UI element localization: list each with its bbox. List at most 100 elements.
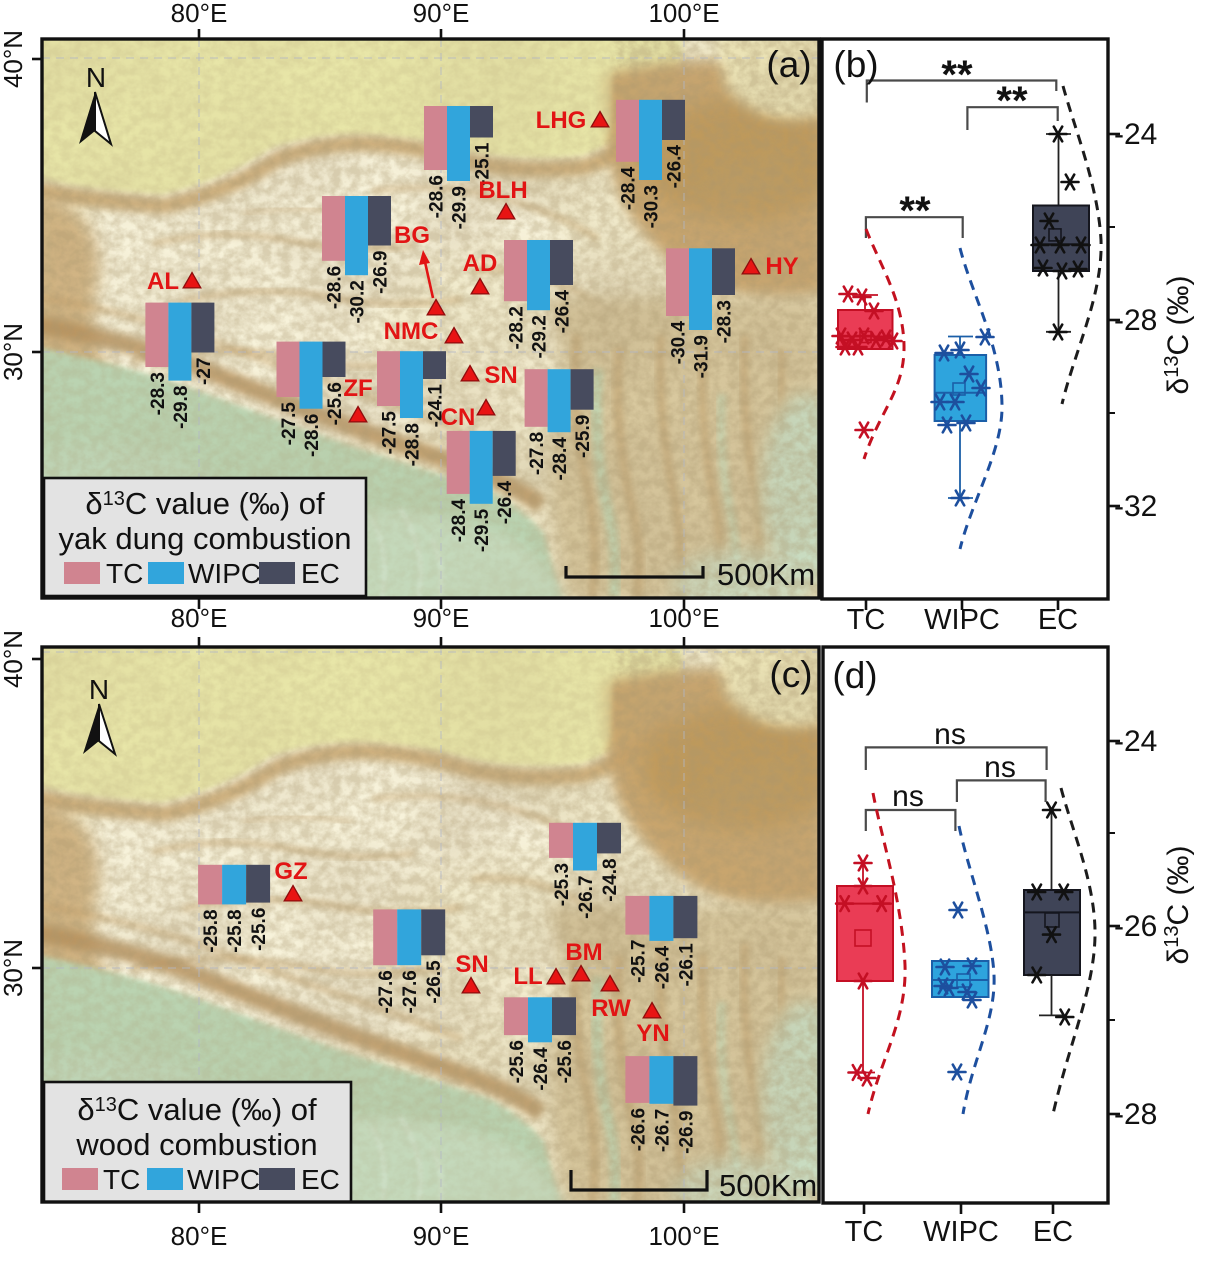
- svg-text:TC: TC: [103, 1164, 140, 1195]
- svg-text:(a): (a): [766, 44, 811, 85]
- svg-text:NMC: NMC: [384, 318, 439, 345]
- svg-text:30°N: 30°N: [0, 939, 28, 997]
- svg-text:ns: ns: [892, 780, 924, 813]
- svg-text:80°E: 80°E: [171, 0, 228, 28]
- svg-text:-28.6: -28.6: [427, 175, 448, 218]
- svg-text:-26.5: -26.5: [424, 960, 445, 1004]
- svg-text:**: **: [996, 79, 1028, 123]
- svg-text:GZ: GZ: [274, 858, 307, 885]
- svg-text:-25.6: -25.6: [555, 1040, 576, 1083]
- svg-text:ns: ns: [934, 718, 966, 751]
- svg-text:-28.4: -28.4: [550, 437, 571, 481]
- svg-text:CN: CN: [441, 404, 476, 431]
- svg-text:-26.7: -26.7: [652, 1109, 673, 1152]
- svg-text:-25.6: -25.6: [249, 908, 270, 951]
- svg-text:N: N: [89, 674, 109, 705]
- svg-text:-25.6: -25.6: [507, 1040, 528, 1083]
- svg-text:-26.7: -26.7: [576, 876, 597, 919]
- svg-text:-28.2: -28.2: [507, 306, 528, 349]
- svg-text:-25.8: -25.8: [201, 909, 222, 952]
- svg-text:TC: TC: [847, 604, 886, 636]
- svg-text:**: **: [941, 53, 973, 97]
- svg-text:δ13C (‰): δ13C (‰): [1161, 846, 1195, 965]
- svg-text:-28: -28: [1114, 1098, 1157, 1131]
- svg-text:(d): (d): [832, 655, 877, 696]
- svg-text:-26.4: -26.4: [553, 290, 574, 334]
- svg-text:80°E: 80°E: [171, 1221, 228, 1251]
- svg-text:δ13C value (‰) of: δ13C value (‰) of: [85, 486, 325, 521]
- svg-text:-24.8: -24.8: [600, 858, 621, 901]
- svg-text:yak dung combustion: yak dung combustion: [59, 521, 352, 556]
- svg-text:HY: HY: [765, 253, 798, 280]
- svg-text:-29.9: -29.9: [450, 186, 471, 229]
- svg-text:-27.5: -27.5: [279, 402, 300, 446]
- svg-text:-28.8: -28.8: [403, 423, 424, 466]
- svg-text:(b): (b): [833, 44, 878, 85]
- svg-text:-24: -24: [1114, 118, 1157, 151]
- svg-text:-27.8: -27.8: [527, 432, 548, 475]
- svg-text:-26.6: -26.6: [628, 1108, 649, 1151]
- svg-text:-26.9: -26.9: [676, 1111, 697, 1154]
- svg-text:80°E: 80°E: [171, 603, 228, 633]
- svg-text:-25.1: -25.1: [473, 142, 494, 186]
- svg-text:100°E: 100°E: [648, 1221, 719, 1251]
- svg-text:-27.5: -27.5: [380, 411, 401, 455]
- svg-text:-28: -28: [1114, 304, 1157, 337]
- svg-text:-27.6: -27.6: [376, 970, 397, 1013]
- svg-text:-28.6: -28.6: [302, 414, 323, 457]
- svg-text:WIPC: WIPC: [924, 604, 1000, 636]
- svg-text:-27: -27: [194, 358, 215, 385]
- svg-text:30°N: 30°N: [0, 323, 28, 381]
- svg-text:BG: BG: [394, 222, 430, 249]
- svg-text:100°E: 100°E: [648, 603, 719, 633]
- svg-text:δ13C value (‰) of: δ13C value (‰) of: [77, 1092, 317, 1127]
- svg-text:-26.4: -26.4: [531, 1047, 552, 1091]
- svg-text:-28.3: -28.3: [148, 372, 169, 415]
- svg-text:-32: -32: [1114, 490, 1157, 523]
- svg-text:LL: LL: [513, 963, 542, 990]
- svg-text:WIPC: WIPC: [187, 1164, 260, 1195]
- svg-text:90°E: 90°E: [413, 0, 470, 28]
- svg-text:-29.5: -29.5: [472, 508, 493, 552]
- svg-text:WIPC: WIPC: [923, 1216, 999, 1248]
- svg-text:ZF: ZF: [343, 375, 372, 402]
- svg-text:-26.9: -26.9: [371, 251, 392, 294]
- svg-text:RW: RW: [591, 995, 631, 1022]
- svg-text:-28.6: -28.6: [325, 266, 346, 309]
- svg-text:500Km: 500Km: [719, 1168, 817, 1203]
- svg-text:40°N: 40°N: [0, 630, 28, 688]
- svg-text:BLH: BLH: [478, 177, 527, 204]
- svg-text:EC: EC: [1038, 604, 1078, 636]
- svg-text:(c): (c): [769, 654, 812, 695]
- svg-text:-27.6: -27.6: [400, 970, 421, 1013]
- svg-text:EC: EC: [1033, 1216, 1073, 1248]
- svg-text:-24.1: -24.1: [426, 384, 447, 428]
- svg-text:WIPC: WIPC: [188, 558, 261, 589]
- svg-text:-26.4: -26.4: [652, 945, 673, 989]
- svg-text:-31.9: -31.9: [692, 335, 713, 378]
- svg-text:YN: YN: [636, 1020, 669, 1047]
- svg-text:N: N: [86, 62, 106, 93]
- svg-text:ns: ns: [984, 751, 1016, 784]
- svg-text:-26.4: -26.4: [495, 480, 516, 524]
- svg-text:100°E: 100°E: [648, 0, 719, 28]
- svg-text:-26: -26: [1114, 910, 1157, 943]
- svg-text:TC: TC: [106, 558, 143, 589]
- svg-text:SN: SN: [484, 362, 517, 389]
- svg-text:90°E: 90°E: [413, 1221, 470, 1251]
- svg-text:EC: EC: [301, 558, 340, 589]
- svg-text:BM: BM: [565, 939, 602, 966]
- svg-text:AD: AD: [463, 250, 498, 277]
- svg-text:40°N: 40°N: [0, 30, 28, 88]
- svg-text:-30.4: -30.4: [669, 321, 690, 365]
- svg-text:-25.6: -25.6: [325, 382, 346, 425]
- svg-text:500Km: 500Km: [717, 557, 815, 592]
- svg-text:**: **: [899, 189, 931, 233]
- svg-text:-25.8: -25.8: [225, 909, 246, 952]
- svg-text:-28.4: -28.4: [449, 498, 470, 542]
- svg-text:-26.4: -26.4: [665, 145, 686, 189]
- svg-text:SN: SN: [455, 951, 488, 978]
- svg-text:-28.3: -28.3: [715, 300, 736, 343]
- svg-text:-30.2: -30.2: [348, 280, 369, 323]
- svg-text:90°E: 90°E: [413, 603, 470, 633]
